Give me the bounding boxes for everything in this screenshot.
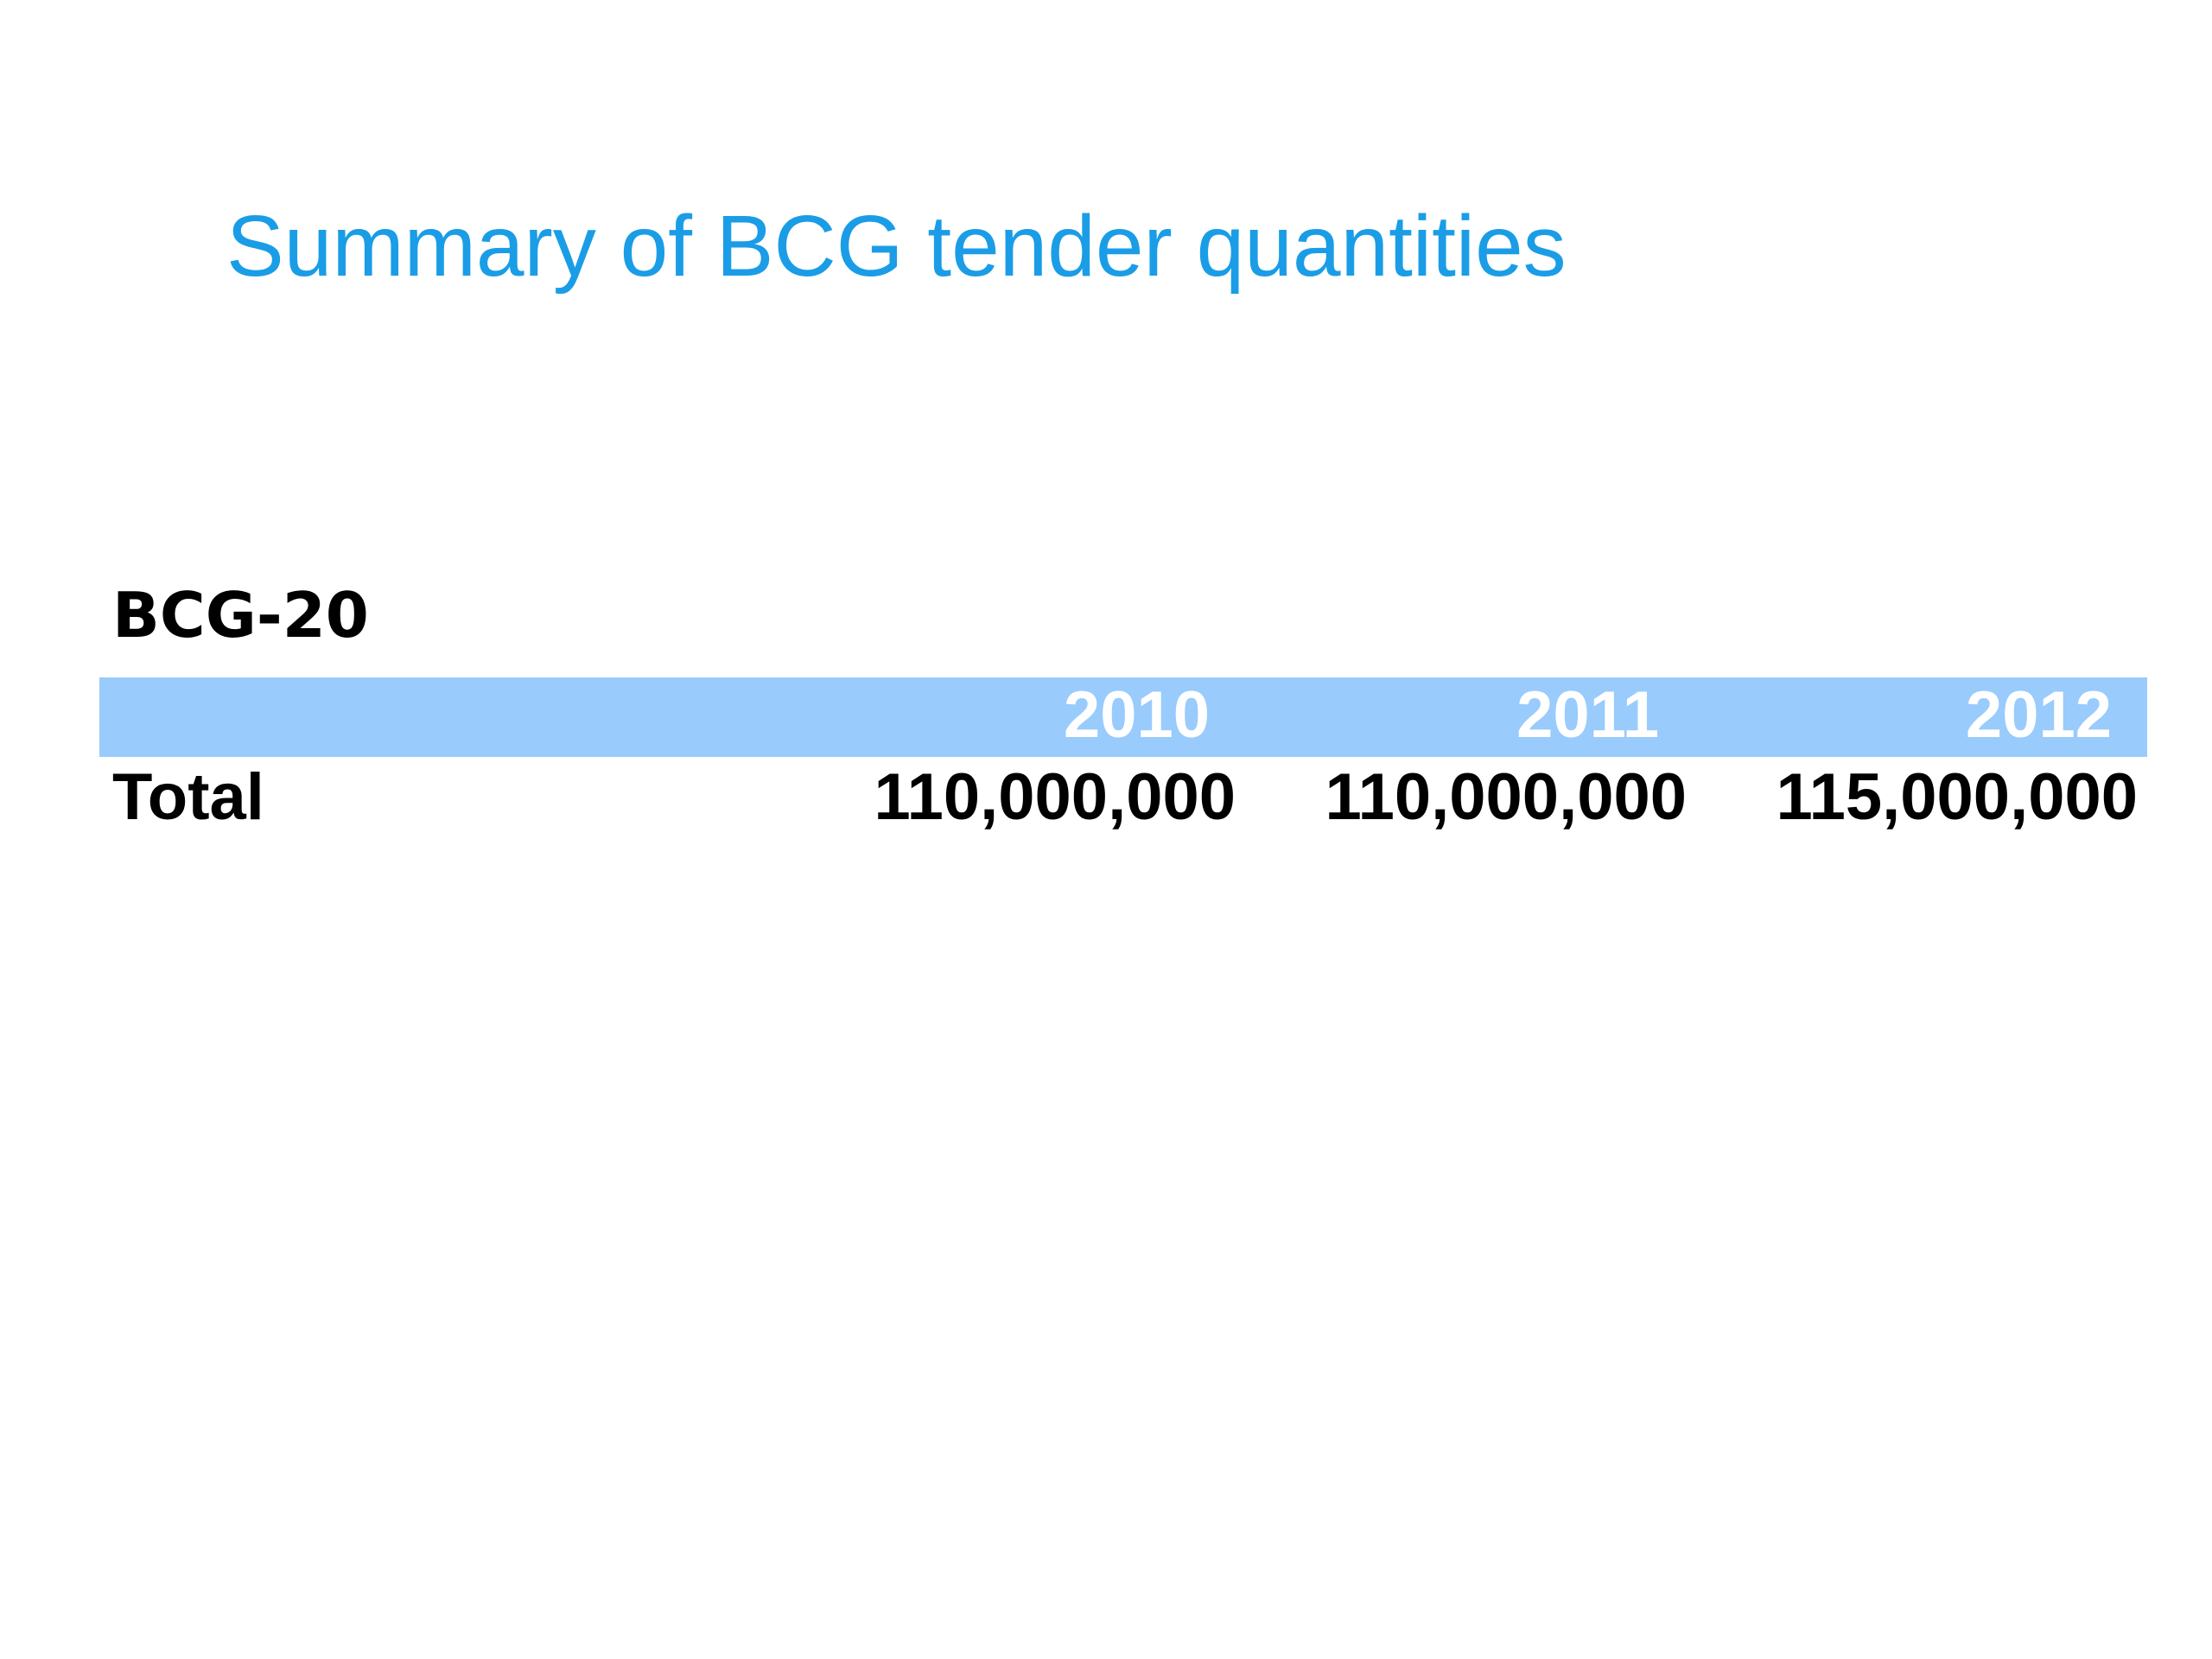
section-label: BCG-20 <box>112 579 369 652</box>
table-cell-2012: 115,000,000 <box>1776 760 2138 834</box>
column-header-2010: 2010 <box>1063 678 1210 752</box>
slide-title: Summary of BCG tender quantities <box>226 198 1567 295</box>
column-header-2012: 2012 <box>1965 678 2112 752</box>
table-cell-2010: 110,000,000 <box>874 760 1236 834</box>
row-label-total: Total <box>112 760 264 834</box>
table-header-row <box>99 677 2147 757</box>
table-cell-2011: 110,000,000 <box>1325 760 1687 834</box>
column-header-2011: 2011 <box>1516 678 1659 752</box>
